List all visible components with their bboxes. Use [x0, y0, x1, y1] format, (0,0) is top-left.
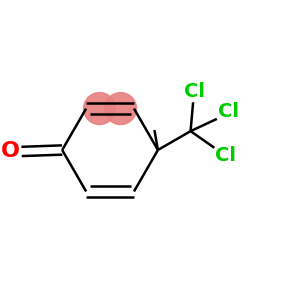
Circle shape: [105, 93, 136, 124]
Text: Cl: Cl: [215, 146, 236, 164]
Text: O: O: [1, 142, 20, 161]
Text: Cl: Cl: [184, 82, 205, 101]
Text: Cl: Cl: [218, 102, 239, 121]
Circle shape: [84, 93, 116, 124]
